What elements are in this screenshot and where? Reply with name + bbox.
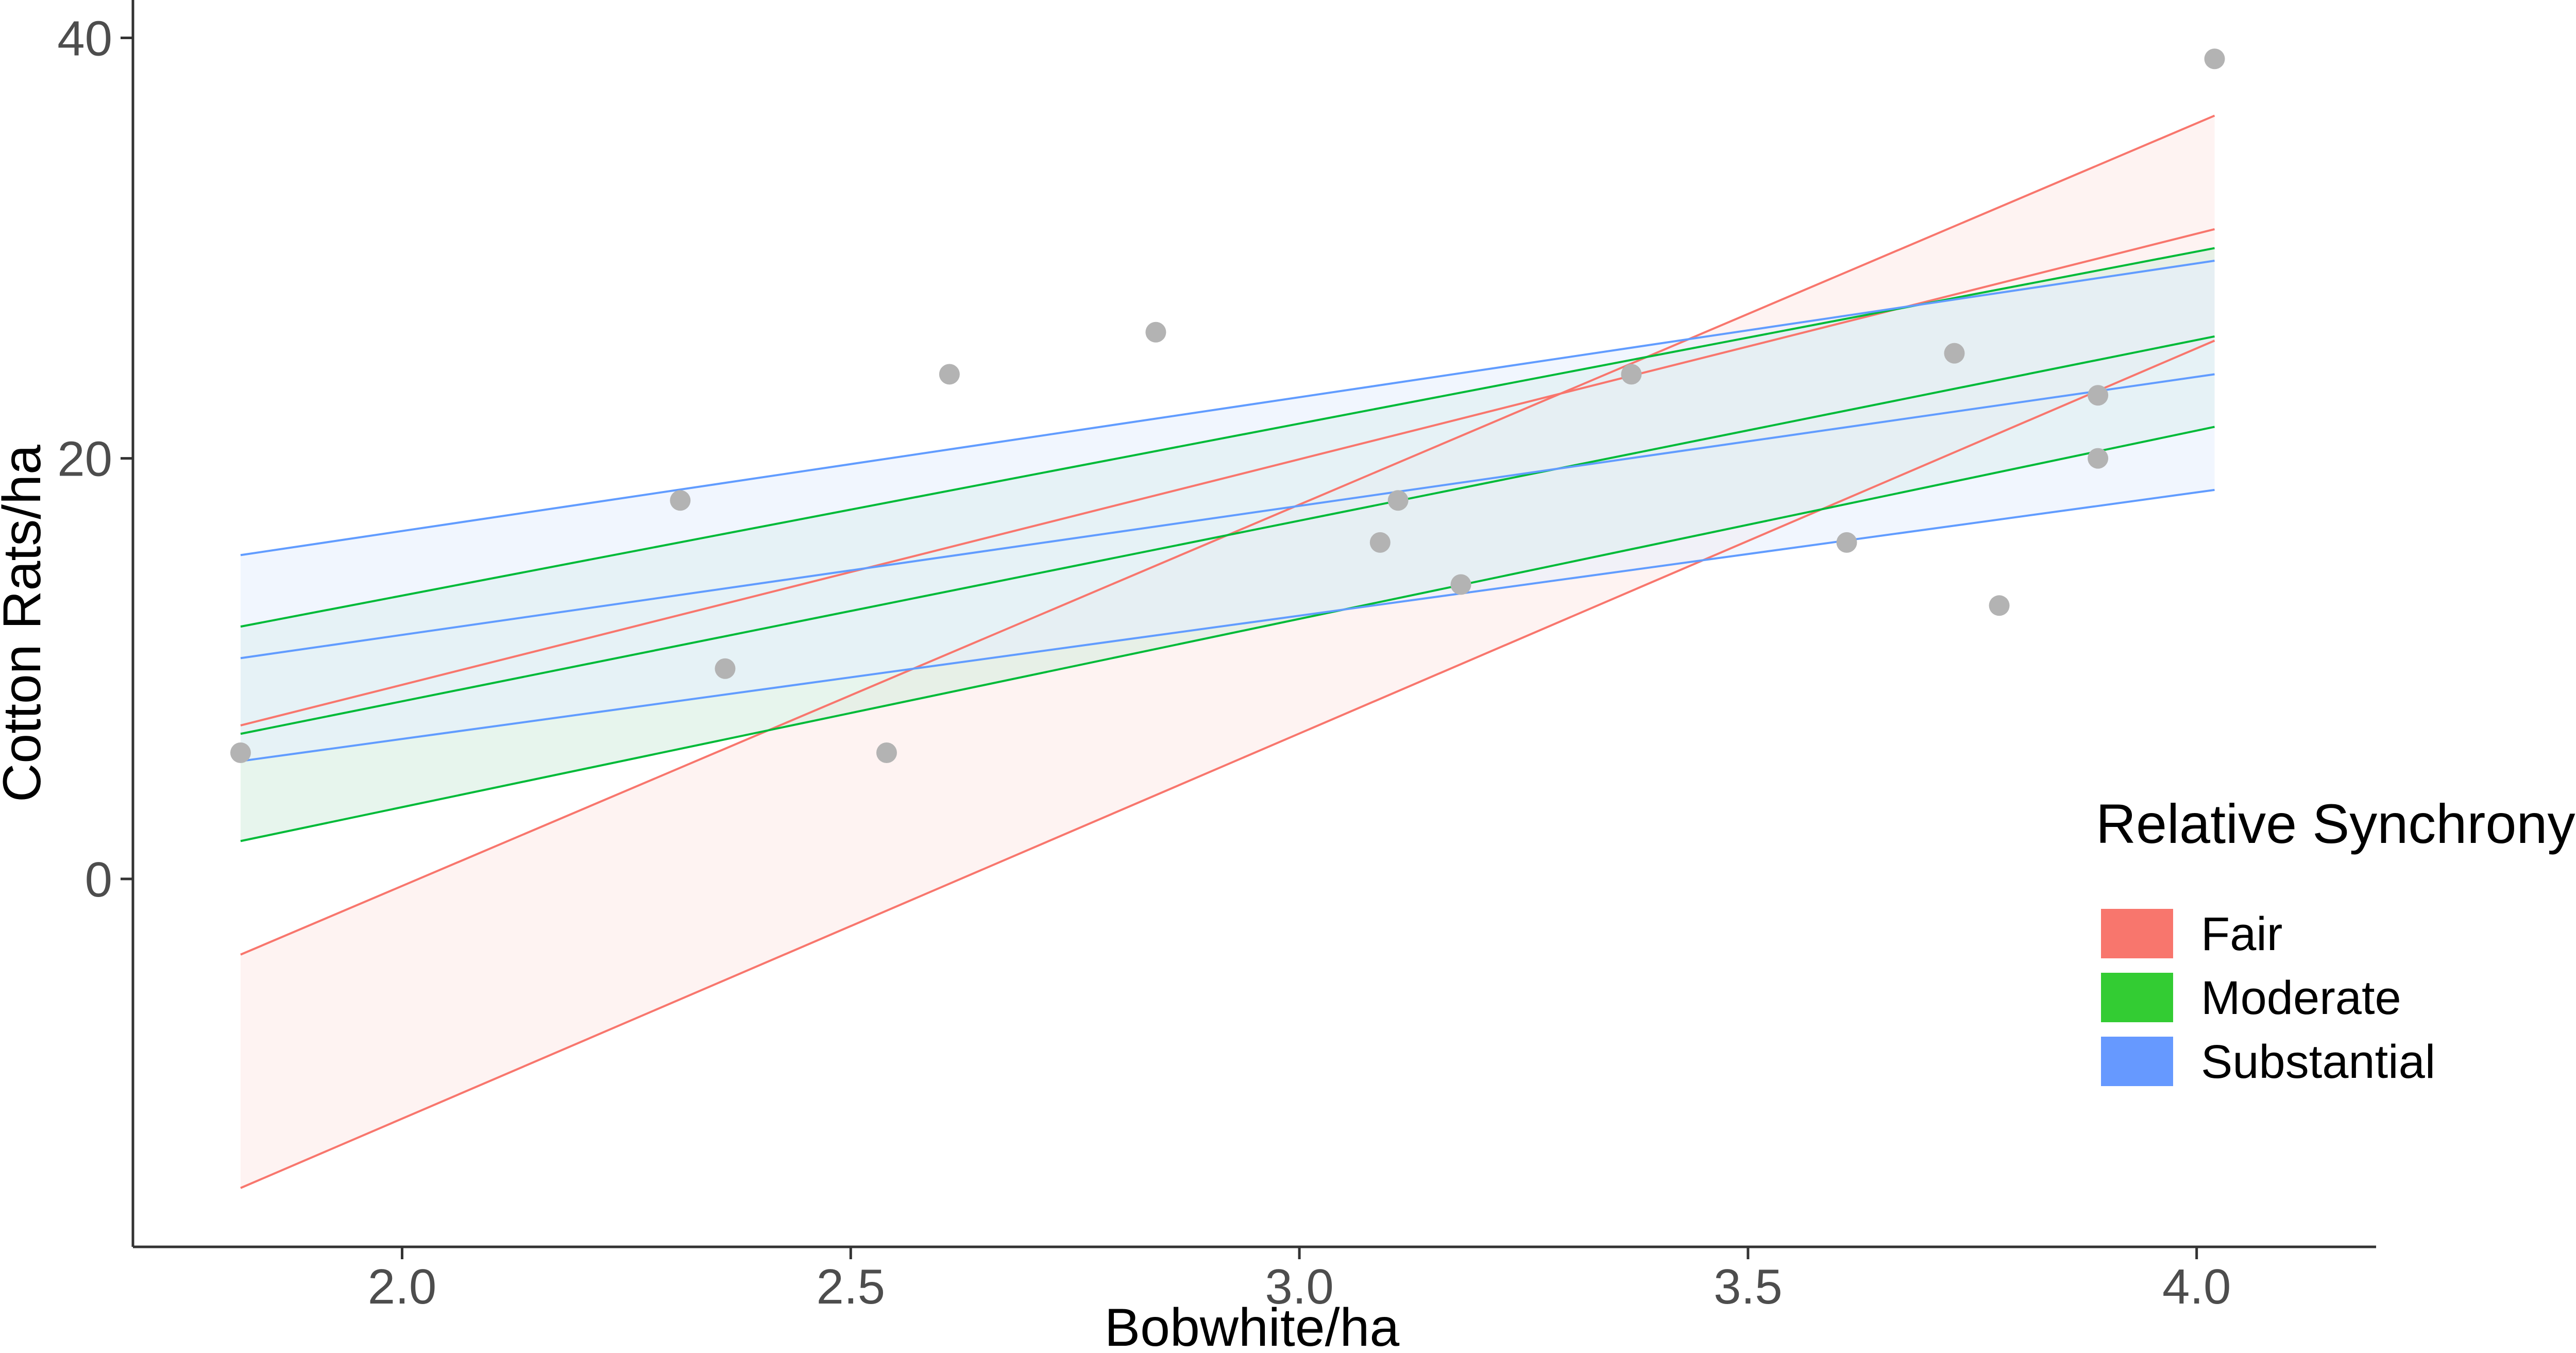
data-point [876,742,897,763]
regression-lines [240,114,2215,1189]
legend: Relative Synchrony Fair Moderate Substanti… [2096,792,2575,1088]
legend-label-fair: Fair [2201,908,2282,960]
legend-key-moderate [2101,973,2173,1022]
line-fair-lower [240,340,2215,1189]
y-tick-label: 40 [57,11,112,66]
x-tick-label: 2.5 [817,1259,885,1314]
band-substantial [240,261,2215,762]
x-axis-title: Bobwhite/ha [1105,1298,1400,1353]
data-point [2088,385,2109,406]
axes [131,0,2376,1248]
y-axis-title: Cotton Rats/ha [0,445,52,802]
legend-key-fair [2101,909,2173,958]
x-tick-label: 4.0 [2162,1259,2231,1314]
y-axis-ticks: 0 20 40 [57,11,133,907]
data-point [1621,364,1642,385]
line-moderate-fit [240,335,2215,735]
line-moderate-lower [240,426,2215,842]
data-point [230,742,251,763]
data-point [1145,322,1166,343]
legend-label-substantial: Substantial [2201,1036,2435,1088]
legend-label-moderate: Moderate [2201,972,2401,1024]
line-substantial-upper [240,260,2215,556]
data-point [715,658,736,679]
x-tick-label: 2.0 [368,1259,436,1314]
x-axis-ticks: 2.0 2.5 3.0 3.5 4.0 [368,1247,2231,1314]
x-tick-label: 3.5 [1714,1259,1782,1314]
data-point [1989,595,2010,616]
data-point [1369,532,1391,553]
x-tick-label: 3.0 [1265,1259,1333,1314]
line-substantial-lower [240,488,2215,763]
data-point [2088,448,2109,469]
data-point [2204,48,2225,70]
data-points [230,48,2225,763]
y-tick-label: 0 [85,852,112,907]
data-point [939,364,960,385]
data-point [1450,574,1471,595]
line-substantial-fit [240,373,2215,659]
data-point [1944,343,1965,364]
data-point [1387,490,1409,511]
legend-title: Relative Synchrony [2096,792,2575,855]
legend-key-substantial [2101,1037,2173,1086]
data-point [1836,532,1857,553]
data-point [670,490,691,511]
line-moderate-upper [240,247,2215,628]
y-tick-label: 20 [57,432,112,487]
